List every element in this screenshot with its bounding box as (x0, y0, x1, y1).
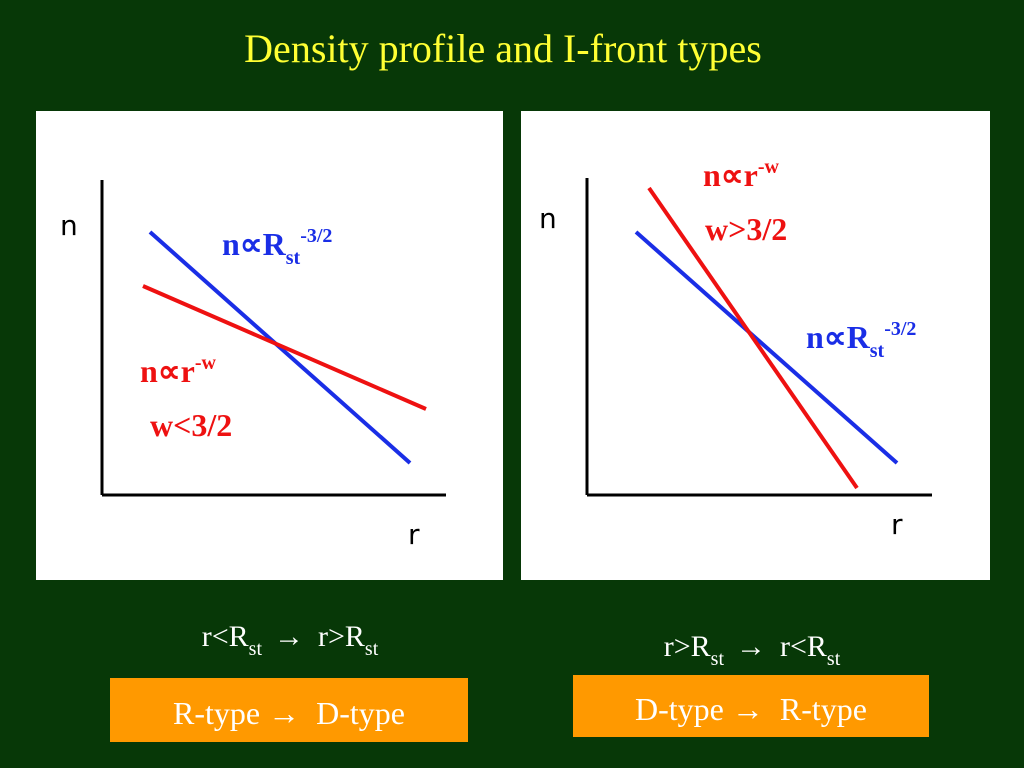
type-box (573, 675, 929, 737)
transition-sub: st (711, 648, 725, 670)
label-sub: st (870, 340, 885, 362)
title: Density profile and I-front types (244, 26, 762, 71)
x-label: r (891, 508, 903, 541)
blue-line (634, 230, 899, 465)
blue-label: n∝Rst-3/2 (806, 318, 916, 362)
label-sup: -w (758, 156, 780, 178)
transition-from: r<R (202, 620, 249, 653)
transition-arrow: → (736, 630, 766, 663)
label-sup: -3/2 (300, 225, 332, 247)
label-base: n∝r (703, 157, 758, 193)
red-label: n∝r-w (703, 156, 780, 193)
red-condition: w<3/2 (150, 407, 232, 443)
transition-to: r<R (780, 630, 827, 663)
label-sup: -w (195, 352, 217, 374)
blue-label: n∝Rst-3/2 (222, 225, 332, 269)
red-line (647, 186, 859, 490)
type-text: D-type → R-type (635, 691, 867, 727)
red-condition: w>3/2 (705, 211, 787, 247)
red-label: n∝r-w (140, 352, 217, 389)
type-box (110, 678, 468, 742)
transition-sub: st (365, 638, 379, 660)
panel (521, 111, 990, 580)
transition-from: r>R (664, 630, 711, 663)
transition: r<Rst → r>Rst (202, 620, 379, 660)
label-base: n∝R (222, 226, 287, 262)
type-text: R-type → D-type (173, 695, 405, 731)
transition-to: r>R (318, 620, 365, 653)
label-base: n∝r (140, 353, 195, 389)
label-sup: -3/2 (884, 318, 916, 340)
transition: r>Rst → r<Rst (664, 630, 841, 670)
transition-sub: st (249, 638, 263, 660)
red-line (142, 284, 427, 411)
transition-sub: st (827, 648, 841, 670)
label-base: n∝R (806, 319, 871, 355)
y-label: n (60, 209, 78, 242)
label-sub: st (286, 247, 301, 269)
panel (36, 111, 503, 580)
y-label: n (539, 202, 557, 235)
x-label: r (408, 518, 420, 551)
transition-arrow: → (274, 620, 304, 653)
